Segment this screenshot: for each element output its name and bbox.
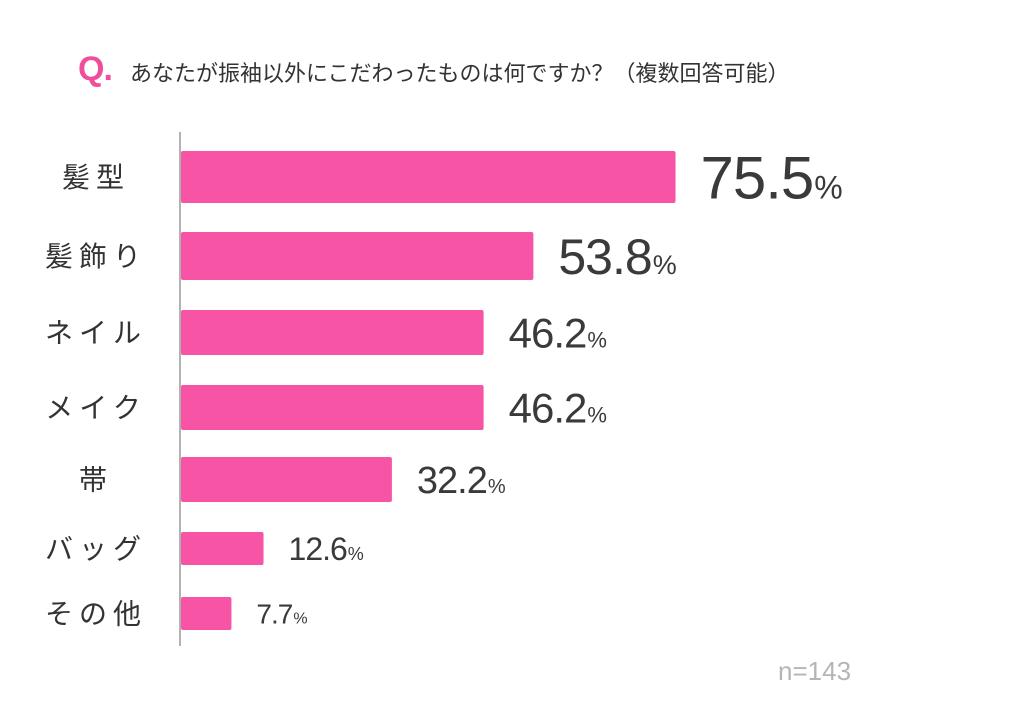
category-label: メイク <box>45 392 146 425</box>
value-label: 12.6% <box>289 531 364 567</box>
bar <box>181 310 484 355</box>
bar <box>181 151 676 203</box>
value-label: 7.7% <box>256 599 307 630</box>
category-label: バッグ <box>45 533 147 566</box>
bar <box>181 457 392 502</box>
value-label: 53.8% <box>558 229 676 285</box>
sample-size: n=143 <box>778 656 852 686</box>
value-label: 46.2% <box>509 385 607 432</box>
category-label: 帯 <box>79 464 113 497</box>
category-label: その他 <box>45 598 147 631</box>
question-mark: Q. <box>78 50 113 88</box>
category-label: ネイル <box>45 317 147 350</box>
question-text: あなたが振袖以外にこだわったものは何ですか？（複数回答可能） <box>130 62 790 87</box>
category-label: 髪型 <box>62 161 130 194</box>
value-label: 46.2% <box>509 310 607 357</box>
value-label: 75.5% <box>701 145 843 212</box>
category-label: 髪飾り <box>45 240 147 273</box>
bar <box>181 385 484 430</box>
bar <box>181 232 534 280</box>
value-label: 32.2% <box>417 460 506 502</box>
bar <box>181 597 232 630</box>
bar <box>181 532 264 565</box>
